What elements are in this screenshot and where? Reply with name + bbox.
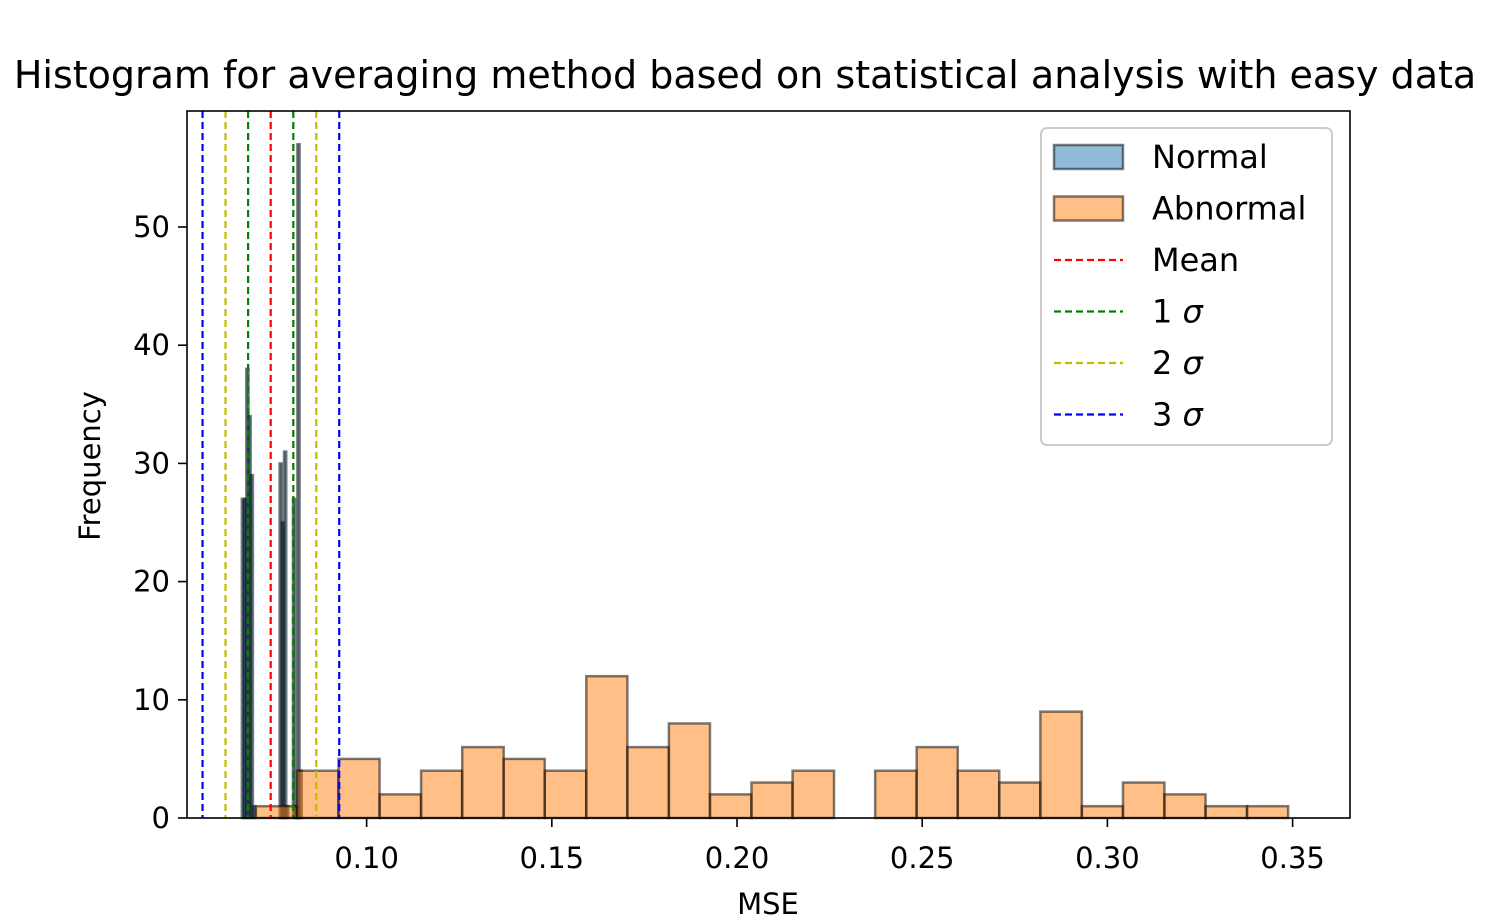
- legend-swatch-abnormal: [1052, 195, 1125, 222]
- x-tick-label: 0.15: [520, 841, 585, 875]
- x-tick-label: 0.25: [890, 841, 955, 875]
- x-tick-label: 0.20: [705, 841, 770, 875]
- normal-bar: [296, 143, 301, 820]
- legend-label: 3 σ: [1152, 396, 1205, 434]
- abnormal-bar: [1080, 804, 1125, 820]
- x-tick-label: 0.35: [1260, 841, 1325, 875]
- y-tick-label: 0: [152, 801, 170, 835]
- abnormal-bar: [915, 745, 960, 820]
- y-axis: 0 10 20 30 40 50: [133, 210, 187, 835]
- legend-label: Normal: [1152, 138, 1268, 176]
- abnormal-bar: [997, 781, 1042, 820]
- abnormal-bar: [295, 769, 340, 820]
- normal-bar: [282, 450, 288, 820]
- abnormal-bar: [378, 793, 423, 820]
- legend-swatch-normal: [1052, 143, 1125, 171]
- abnormal-bar: [873, 769, 918, 820]
- y-axis-label: Frequency: [73, 391, 107, 541]
- legend-label: 2 σ: [1152, 344, 1205, 382]
- plot-area-frame: [186, 110, 1351, 819]
- abnormal-bars: [254, 674, 1290, 820]
- abnormal-bar: [791, 769, 836, 820]
- abnormal-bar: [750, 781, 794, 820]
- abnormal-bar: [1121, 781, 1166, 820]
- abnormal-bar: [337, 757, 381, 820]
- y-tick-label: 20: [133, 565, 170, 599]
- sigma-lines: [201, 111, 341, 818]
- abnormal-bar: [626, 745, 671, 820]
- legend-label: 1 σ: [1152, 293, 1205, 331]
- x-axis: 0.10 0.15 0.20 0.25 0.30 0.35: [334, 818, 1325, 875]
- abnormal-bar: [460, 745, 505, 820]
- abnormal-bar: [585, 674, 629, 820]
- abnormal-bar: [1204, 804, 1249, 820]
- legend-label: Abnormal: [1152, 190, 1306, 228]
- abnormal-bar: [1245, 804, 1290, 820]
- y-tick-label: 10: [133, 683, 170, 717]
- abnormal-bar: [502, 757, 547, 820]
- abnormal-bar: [543, 769, 588, 820]
- legend-label: Mean: [1152, 241, 1239, 279]
- x-axis-label: MSE: [737, 887, 799, 919]
- x-tick-label: 0.30: [1075, 841, 1140, 875]
- legend: Normal Abnormal Mean 1 σ 2 σ 3 σ: [1040, 127, 1333, 446]
- abnormal-bar: [708, 793, 753, 820]
- abnormal-bar: [667, 722, 712, 820]
- y-tick-label: 30: [133, 446, 170, 480]
- abnormal-bar: [1163, 793, 1207, 820]
- x-tick-label: 0.10: [334, 841, 399, 875]
- normal-bar: [249, 473, 255, 820]
- abnormal-bar: [419, 769, 464, 820]
- chart-title: Histogram for averaging method based on …: [14, 53, 1476, 97]
- abnormal-bar: [956, 769, 1001, 820]
- abnormal-bar: [1039, 710, 1084, 820]
- abnormal-bar: [254, 804, 299, 820]
- y-tick-label: 40: [133, 328, 170, 362]
- y-tick-label: 50: [133, 210, 170, 244]
